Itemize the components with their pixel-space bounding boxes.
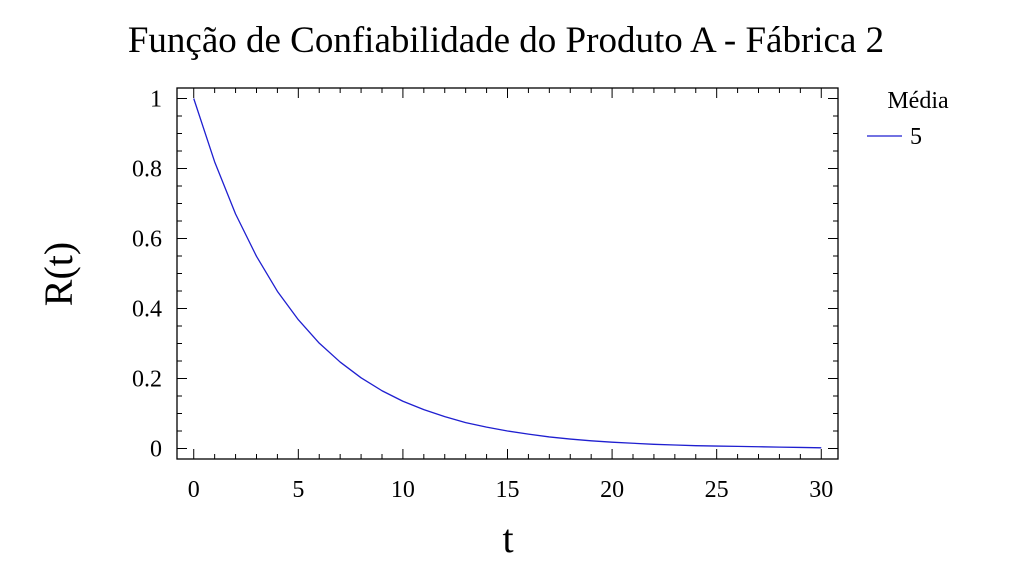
x-axis-title: t <box>502 516 513 561</box>
x-tick-label: 30 <box>809 477 833 503</box>
legend: Média 5 <box>867 88 949 150</box>
plot-frame <box>176 87 839 460</box>
y-axis-title: R(t) <box>36 242 81 306</box>
x-tick-label: 5 <box>292 477 304 503</box>
x-tick-label: 25 <box>705 477 729 503</box>
series-line-5 <box>193 98 822 449</box>
y-tick-label: 0 <box>150 437 162 463</box>
y-tick-label: 0.4 <box>132 297 162 323</box>
series-layer <box>193 98 822 449</box>
x-tick-label: 10 <box>391 477 415 503</box>
x-tick-label: 0 <box>188 477 200 503</box>
x-tick-label: 15 <box>496 477 520 503</box>
y-tick-label: 0.6 <box>132 227 162 253</box>
legend-label-5: 5 <box>910 124 922 150</box>
legend-title: Média <box>887 88 949 114</box>
y-tick-label: 0.8 <box>132 157 162 183</box>
y-tick-label: 1 <box>150 87 162 113</box>
axis-ticks <box>177 88 838 459</box>
x-tick-label: 20 <box>600 477 624 503</box>
y-tick-label: 0.2 <box>132 367 162 393</box>
axis-tick-labels: 0 5 10 15 20 25 30 0 0.2 0.4 0.6 0.8 1 <box>132 87 833 504</box>
chart-title: Função de Confiabilidade do Produto A - … <box>128 20 884 61</box>
